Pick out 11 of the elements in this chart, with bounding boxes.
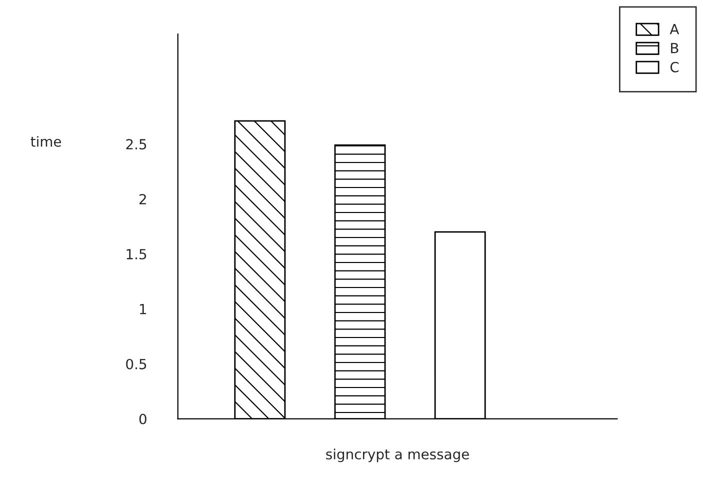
y-tick-label: 1: [140, 304, 146, 314]
y-axis-title: time: [30, 136, 61, 147]
x-axis-title: signcrypt a message: [326, 448, 469, 462]
legend-label: A: [670, 24, 680, 34]
legend-label: B: [671, 43, 678, 54]
y-tick-label: 0: [139, 414, 146, 424]
y-tick-label: 2: [139, 194, 146, 204]
y-tick-label: 1.5: [126, 249, 146, 260]
y-tick-label: 2.5: [126, 138, 146, 150]
y-tick-label: 0.5: [126, 358, 146, 370]
legend-label: C: [670, 62, 679, 72]
